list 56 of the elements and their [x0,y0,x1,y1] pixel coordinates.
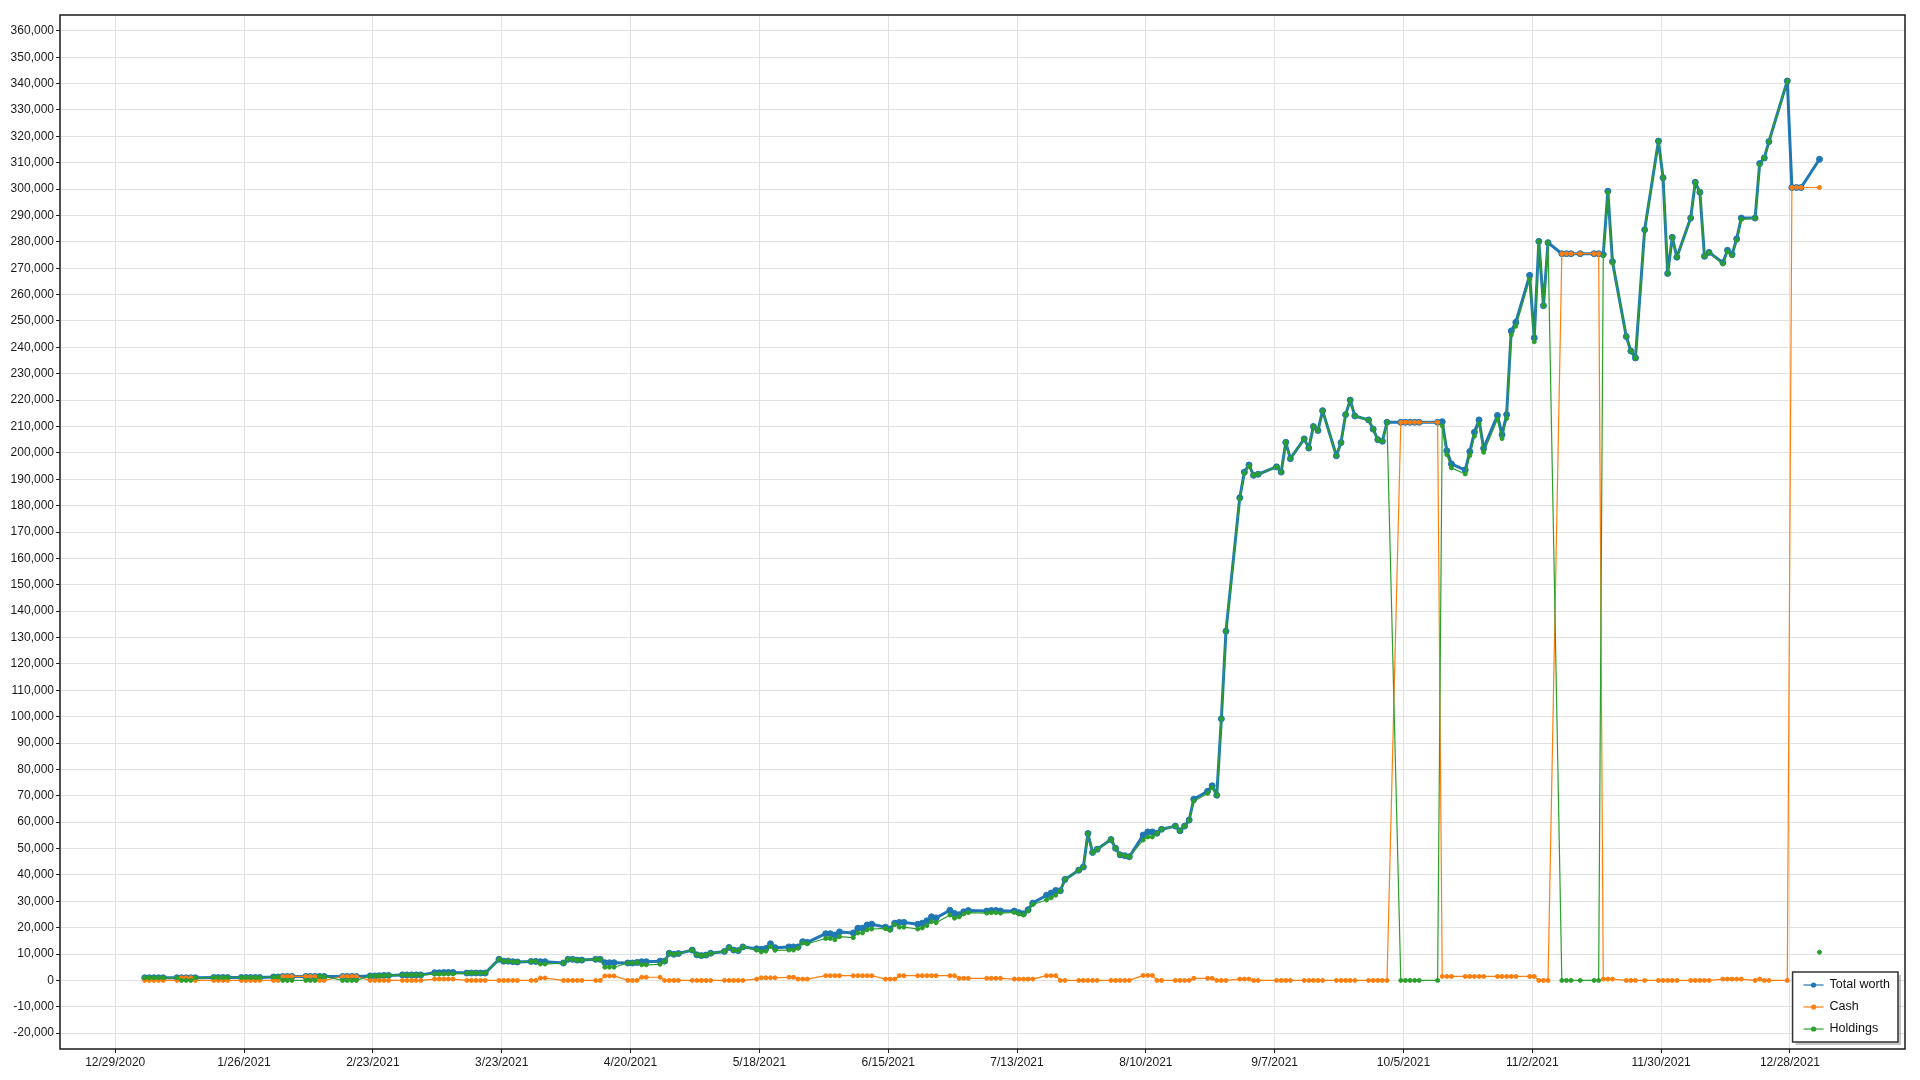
legend-label: Cash [1829,999,1859,1014]
y-tick-label: 170,000 [10,524,55,539]
y-tick-label: 360,000 [10,23,55,38]
y-tick-label: 120,000 [10,656,55,671]
y-tick-label: -20,000 [13,1025,55,1040]
y-tick-label: 230,000 [10,366,55,381]
y-tick-label: 20,000 [17,919,55,934]
legend-label: Total worth [1829,977,1891,992]
x-tick-label: 5/18/2021 [732,1054,787,1069]
y-tick-label: 60,000 [17,814,55,829]
y-tick-label: 10,000 [17,946,55,961]
y-tick-label: 90,000 [17,735,55,750]
y-tick-label: 220,000 [10,392,55,407]
y-tick-label: 140,000 [10,603,55,618]
y-tick-label: 50,000 [17,840,55,855]
y-tick-label: 320,000 [10,128,55,143]
y-tick-label: 310,000 [10,155,55,170]
y-tick-label: -10,000 [13,999,55,1014]
x-tick-label: 11/2/2021 [1506,1054,1559,1069]
y-tick-label: 130,000 [10,629,55,644]
x-tick-label: 8/10/2021 [1119,1054,1173,1069]
y-tick-label: 110,000 [11,682,55,697]
y-tick-label: 330,000 [10,102,55,117]
x-tick-label: 7/13/2021 [990,1054,1045,1069]
x-tick-label: 9/7/2021 [1251,1054,1299,1069]
x-tick-label: 2/23/2021 [346,1054,400,1069]
x-tick-label: 3/23/2021 [475,1054,529,1069]
y-tick-label: 210,000 [10,418,55,433]
y-tick-label: 100,000 [10,708,55,723]
y-tick-label: 260,000 [10,286,55,301]
y-tick-label: 40,000 [17,867,55,882]
x-tick-label: 6/15/2021 [861,1054,916,1069]
y-tick-label: 80,000 [17,761,55,776]
x-tick-label: 12/29/2020 [85,1054,146,1069]
x-tick-label: 12/28/2021 [1759,1054,1821,1069]
y-tick-label: 340,000 [10,75,55,90]
y-tick-label: 300,000 [10,181,55,196]
y-tick-label: 0 [47,972,55,987]
x-tick-label: 11/30/2021 [1631,1054,1692,1069]
y-tick-label: 180,000 [10,497,55,512]
y-tick-label: 250,000 [10,313,55,328]
y-tick-label: 30,000 [17,893,55,908]
y-tick-label: 270,000 [10,260,55,275]
y-tick-label: 280,000 [10,234,55,249]
y-tick-label: 70,000 [17,788,55,803]
y-tick-label: 190,000 [10,471,55,486]
y-tick-label: 150,000 [10,577,55,592]
y-tick-label: 350,000 [10,49,55,64]
x-tick-label: 10/5/2021 [1376,1054,1431,1069]
y-tick-label: 290,000 [10,207,55,222]
x-tick-label: 1/26/2021 [217,1054,272,1069]
x-tick-label: 4/20/2021 [603,1054,658,1069]
y-tick-label: 160,000 [10,550,55,565]
legend-label: Holdings [1829,1021,1879,1036]
y-tick-label: 200,000 [10,445,55,460]
y-tick-label: 240,000 [10,339,55,354]
